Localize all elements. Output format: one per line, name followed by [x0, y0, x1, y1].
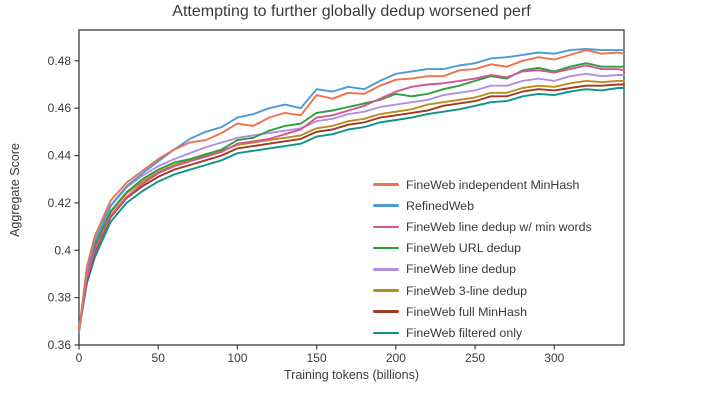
y-tick-label: 0.48 [48, 54, 72, 68]
legend-label: FineWeb filtered only [406, 325, 523, 340]
y-tick-label: 0.42 [48, 196, 72, 210]
legend-swatch [373, 225, 399, 229]
legend-item: RefinedWeb [373, 195, 592, 216]
legend-swatch [373, 204, 399, 208]
legend-label: FineWeb URL dedup [406, 241, 522, 256]
x-tick-label: 100 [227, 351, 247, 365]
legend-swatch [373, 310, 399, 314]
y-tick-label: 0.4 [54, 243, 71, 257]
legend-item: FineWeb filtered only [373, 322, 592, 343]
series-line-fineweb-line-dedup-w-min-words [78, 64, 625, 332]
legend-item: FineWeb independent MinHash [373, 174, 592, 195]
series-line-fineweb-url-dedup [78, 62, 625, 332]
legend-item: FineWeb 3-line dedup [373, 280, 592, 301]
x-axis-label: Training tokens (billions) [283, 368, 419, 382]
x-tick-label: 50 [152, 351, 166, 365]
legend-label: FineWeb line dedup [406, 262, 516, 277]
x-tick-label: 150 [307, 351, 327, 365]
legend-swatch [373, 246, 399, 250]
legend-swatch [373, 183, 399, 186]
legend: FineWeb independent MinHash RefinedWeb Fin… [373, 174, 592, 344]
series-line-fineweb-3-line-dedup [78, 79, 625, 332]
legend-swatch [373, 331, 399, 335]
x-tick-label: 0 [76, 351, 83, 365]
y-tick-label: 0.44 [48, 149, 72, 163]
legend-label: FineWeb line dedup w/ min words [406, 219, 592, 234]
x-tick-label: 200 [386, 351, 406, 365]
legend-swatch [373, 268, 399, 271]
axes-box [78, 29, 625, 346]
series-line-refinedweb [78, 47, 625, 335]
legend-label: RefinedWeb [406, 198, 474, 213]
y-tick-label: 0.46 [48, 101, 72, 115]
series-line-fineweb-line-dedup [78, 72, 625, 332]
y-tick-label: 0.38 [48, 291, 72, 305]
chart-title: Attempting to further globally dedup wor… [172, 3, 531, 20]
legend-swatch [373, 289, 399, 292]
legend-label: FineWeb independent MinHash [406, 177, 580, 192]
x-tick-label: 250 [465, 351, 485, 365]
legend-item: FineWeb line dedup w/ min words [373, 216, 592, 237]
legend-label: FineWeb 3-line dedup [406, 283, 528, 298]
legend-item: FineWeb URL dedup [373, 238, 592, 259]
legend-item: FineWeb line dedup [373, 259, 592, 280]
y-tick-label: 0.36 [48, 338, 72, 352]
series-line-fineweb-full-minhash [78, 83, 625, 330]
x-tick-label: 300 [544, 351, 564, 365]
series-line-fineweb-independent-minhash [78, 49, 625, 332]
series-line-fineweb-filtered-only [78, 87, 625, 332]
legend-label: FineWeb full MinHash [406, 304, 527, 319]
legend-item: FineWeb full MinHash [373, 301, 592, 322]
